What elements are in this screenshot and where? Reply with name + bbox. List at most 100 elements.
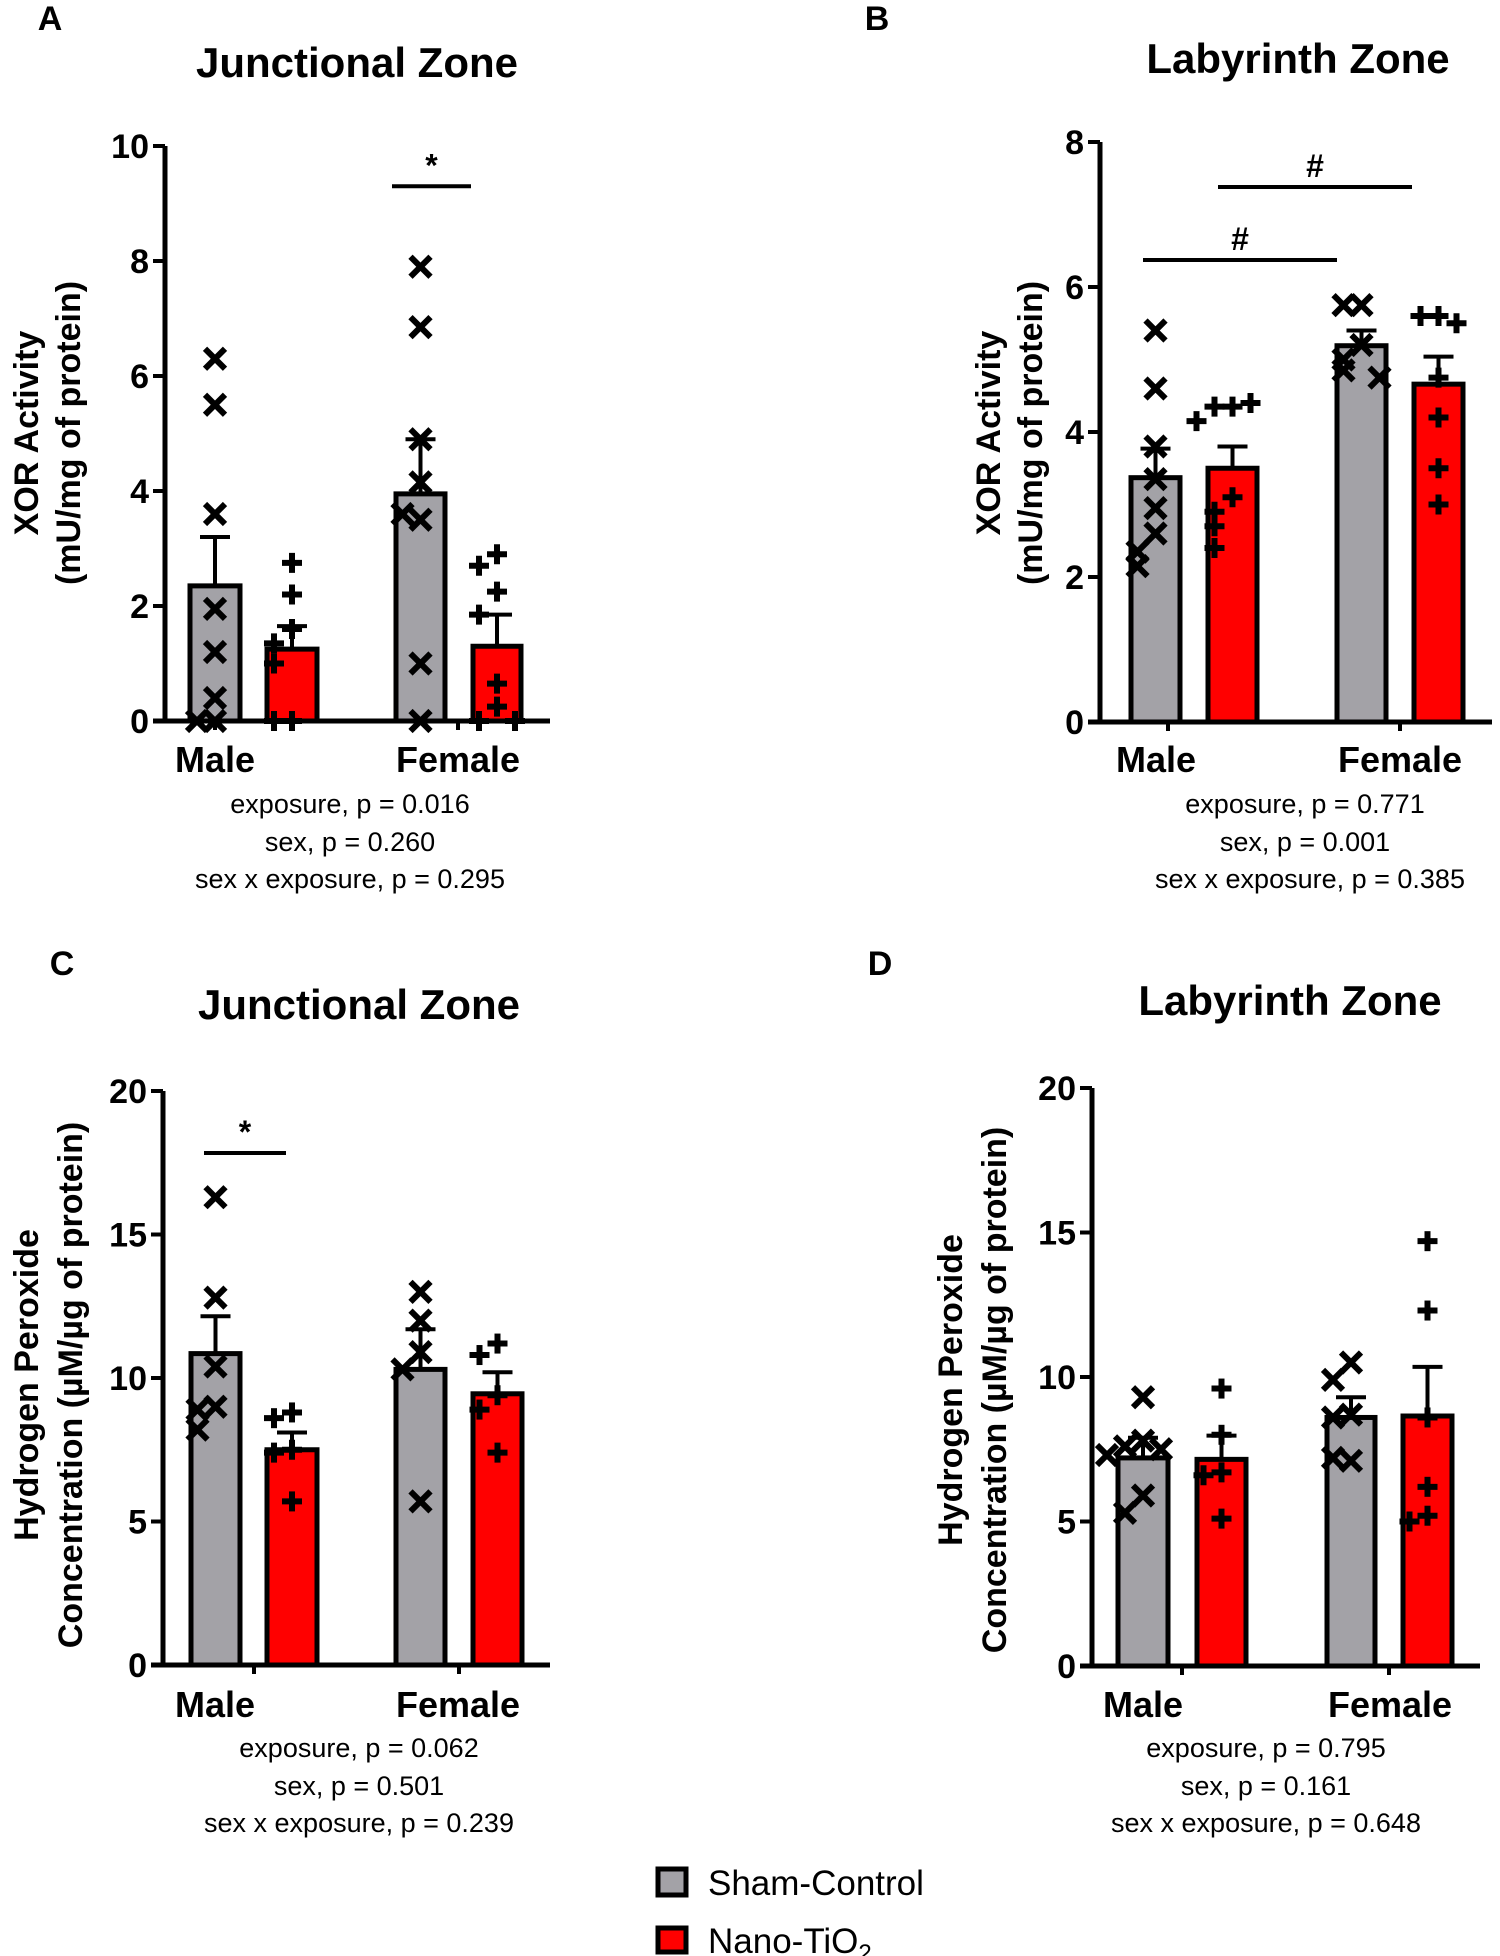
data-point-stroke — [1338, 1350, 1364, 1375]
panel-a-ylabel-line2: (mU/mg of protein) — [50, 281, 88, 585]
data-point — [1331, 358, 1356, 383]
data-point-stroke — [202, 392, 228, 417]
panel-b-category-female: Female — [1338, 739, 1462, 780]
data-point — [1143, 434, 1168, 459]
panel-b-title: Labyrinth Zone — [1146, 35, 1449, 82]
y-tick-label: 0 — [128, 1647, 147, 1685]
data-point-stroke — [203, 1185, 228, 1210]
panel-c-ylabel-line1: Hydrogen Peroxide — [8, 1229, 46, 1541]
data-point-stroke — [1112, 1500, 1138, 1525]
bar-sham-female — [393, 1366, 448, 1668]
data-point — [264, 1442, 284, 1463]
y-tick-label: 0 — [1057, 1648, 1076, 1686]
data-point — [1143, 376, 1168, 401]
y-tick-label: 10 — [1038, 1359, 1076, 1397]
data-point-stroke — [390, 1357, 415, 1382]
data-point — [202, 346, 228, 371]
legend: Sham-Control Nano-TiO2 — [655, 1864, 924, 1956]
data-point — [264, 653, 284, 674]
panel-letter-a: A — [38, 0, 63, 38]
data-point-stroke — [408, 1340, 433, 1365]
data-point — [1240, 393, 1261, 413]
data-point-stroke — [1143, 521, 1168, 546]
bar-nano-male — [264, 1447, 320, 1668]
panel-d-category-female: Female — [1328, 1684, 1452, 1725]
data-point — [1130, 1428, 1156, 1453]
data-point — [1428, 458, 1449, 479]
legend-swatch-nano-tio2 — [655, 1925, 689, 1955]
panel-letter-c: C — [50, 945, 75, 983]
data-point — [202, 392, 228, 417]
data-point-stroke — [202, 501, 228, 527]
y-tick-label: 15 — [1038, 1215, 1076, 1253]
data-point — [282, 1402, 302, 1423]
data-point — [203, 1185, 228, 1210]
data-point-stroke — [408, 427, 433, 452]
panel-a-category-male: Male — [175, 739, 255, 780]
panel-a-stat-interaction: sex x exposure, p = 0.295 — [195, 864, 505, 894]
data-point — [282, 584, 302, 605]
data-point-stroke — [1338, 1448, 1364, 1473]
data-point-stroke — [1331, 293, 1356, 318]
panel-c: C Junctional Zone Hydrogen Peroxide Conc… — [8, 945, 550, 1838]
data-point — [408, 254, 433, 279]
panel-a-title: Junctional Zone — [196, 39, 518, 86]
panel-a-plot: 0 2 4 6 8 10 * — [111, 128, 550, 741]
data-point — [1417, 1476, 1438, 1497]
y-tick-label: 15 — [109, 1217, 147, 1255]
data-point — [202, 596, 228, 621]
data-point-stroke — [408, 1279, 433, 1305]
data-point — [1112, 1500, 1138, 1525]
data-point — [264, 633, 284, 654]
data-point-stroke — [390, 501, 415, 527]
data-point — [1130, 1483, 1156, 1508]
data-point-stroke — [408, 315, 433, 340]
data-point — [408, 427, 433, 452]
data-point — [1222, 396, 1243, 417]
data-point-stroke — [1320, 1367, 1346, 1393]
panel-letter-d: D — [868, 945, 893, 983]
bar-sham-male — [1115, 1455, 1171, 1669]
data-point-stroke — [185, 1397, 210, 1422]
data-point — [487, 544, 507, 565]
data-point — [1211, 1378, 1232, 1399]
data-point — [202, 685, 228, 711]
data-point-stroke — [1130, 1483, 1156, 1508]
bar-nano-male — [264, 646, 320, 724]
data-point — [469, 555, 489, 576]
data-point — [1349, 293, 1374, 318]
panel-d-ylabel-line1: Hydrogen Peroxide — [932, 1234, 970, 1546]
y-tick-label: 20 — [109, 1073, 147, 1111]
data-point-stroke — [408, 470, 433, 495]
data-point — [203, 1285, 228, 1310]
data-point-stroke — [1130, 1385, 1156, 1410]
data-point-stroke — [1143, 467, 1168, 492]
panel-b-plot: 0 2 4 6 8 # # — [1065, 124, 1492, 742]
data-point-stroke — [1349, 293, 1374, 318]
panel-a-category-female: Female — [396, 739, 520, 780]
data-point-stroke — [1125, 554, 1150, 579]
y-tick-label: 10 — [111, 128, 149, 166]
data-point-stroke — [203, 1394, 228, 1419]
data-point — [487, 1385, 508, 1406]
bar-sham-male — [1128, 475, 1183, 725]
data-point-stroke — [1143, 496, 1168, 521]
panel-c-stat-interaction: sex x exposure, p = 0.239 — [204, 1808, 514, 1838]
data-point-stroke — [1143, 434, 1168, 459]
data-point — [1186, 411, 1207, 432]
data-point-stroke — [1143, 376, 1168, 401]
data-point-stroke — [408, 254, 433, 279]
data-point-stroke — [1320, 1405, 1346, 1430]
panel-c-ylabel-line2: Concentration (µM/µg of protein) — [52, 1122, 90, 1648]
data-point — [1204, 396, 1225, 417]
data-point — [487, 696, 507, 717]
data-point — [1094, 1442, 1120, 1468]
y-tick-label: 5 — [128, 1504, 147, 1542]
panel-b-stat-interaction: sex x exposure, p = 0.385 — [1155, 864, 1465, 894]
bar-sham-female — [393, 491, 448, 724]
data-point — [1211, 1462, 1232, 1483]
y-tick-label: 8 — [1065, 124, 1084, 162]
data-point — [1338, 1402, 1364, 1427]
data-point — [282, 1439, 302, 1460]
data-point — [1320, 1445, 1346, 1471]
